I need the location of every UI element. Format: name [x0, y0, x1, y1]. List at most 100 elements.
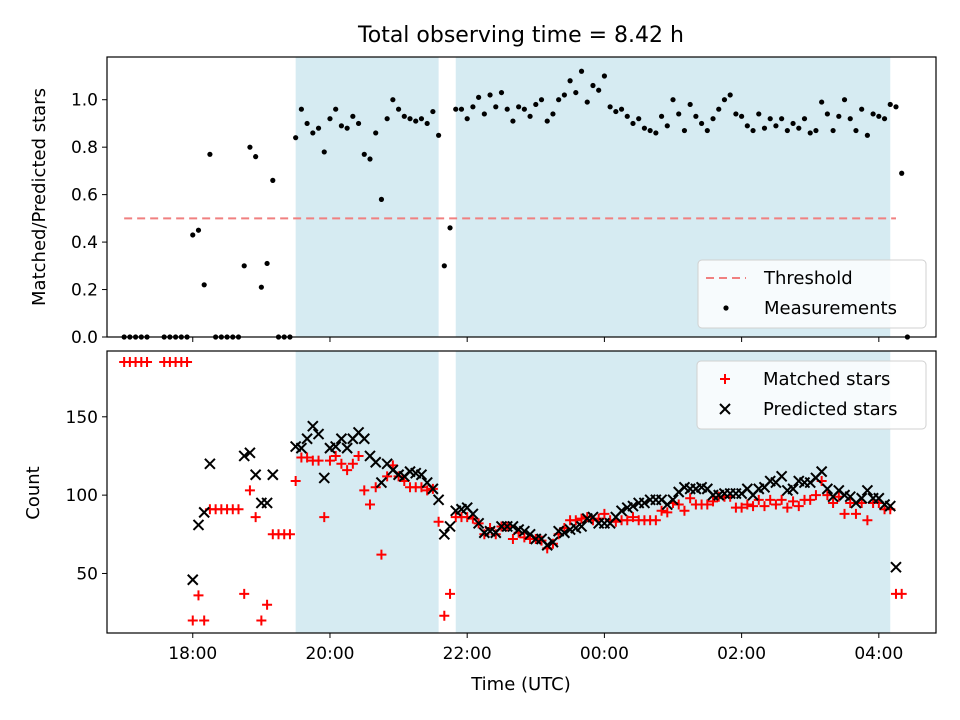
measurement-point: [876, 113, 882, 119]
legend: Matched stars Predicted stars: [696, 360, 927, 430]
measurement-point: [647, 127, 653, 134]
matched-star-point: [239, 588, 250, 599]
x-tick-label: 04:00: [854, 644, 903, 664]
measurement-point: [710, 116, 716, 122]
predicted-star-point: [307, 420, 319, 432]
predicted-star-point: [575, 520, 588, 533]
predicted-star-point: [815, 465, 828, 478]
predicted-star-point: [558, 527, 571, 539]
bottom-y-axis-label: Count: [23, 466, 44, 519]
measurement-point: [676, 111, 682, 117]
matched-star-point: [759, 501, 770, 512]
y-tick-label: 0.2: [71, 281, 98, 301]
predicted-star-point: [301, 433, 313, 445]
predicted-star-point: [261, 497, 273, 509]
matched-star-point: [788, 496, 799, 507]
measurement-point: [641, 125, 648, 131]
legend-box: [696, 360, 927, 430]
count-panel: 50 100 150 18:00 20:00 22:00 00:00 02:00 04:00 Ma…: [66, 350, 937, 664]
matched-star-point: [742, 499, 753, 510]
y-tick-label: 0.0: [71, 328, 98, 348]
matched-star-point: [679, 505, 690, 516]
measurement-point: [887, 101, 893, 108]
predicted-star-point: [615, 505, 628, 517]
measurement-point: [264, 260, 270, 267]
measurement-point: [355, 120, 362, 127]
x-tick-label: 20:00: [305, 644, 354, 664]
measurement-point: [338, 123, 345, 129]
y-tick-label: 50: [76, 564, 98, 584]
measurement-point: [315, 125, 322, 131]
legend: Threshold Measurements: [697, 259, 927, 329]
measurement-point: [596, 87, 602, 93]
predicted-star-point: [312, 428, 325, 440]
measurement-point: [533, 101, 539, 108]
matched-star-point: [233, 504, 244, 515]
matched-star-point: [376, 549, 387, 560]
measurement-point: [573, 89, 579, 96]
measurement-point: [790, 120, 796, 127]
measurement-point: [704, 127, 710, 134]
y-tick-label: 0.6: [71, 186, 98, 206]
y-tick-label: 150: [66, 408, 98, 428]
measurement-point: [430, 108, 436, 115]
matched-star-point: [193, 590, 204, 601]
measurement-point: [613, 108, 619, 115]
matched-star-point: [393, 471, 404, 482]
measurement-point: [841, 97, 848, 103]
measurement-point: [384, 116, 390, 122]
measurement-point: [504, 106, 510, 112]
measurement-point: [750, 127, 756, 134]
matched-star-point: [187, 615, 198, 626]
matched-star-point: [324, 455, 335, 466]
measurement-point: [201, 282, 207, 288]
measurement-point: [390, 97, 396, 103]
measurement-point: [584, 99, 590, 105]
measurement-point: [870, 111, 876, 117]
predicted-star-point: [192, 519, 205, 531]
measurement-point: [487, 92, 493, 98]
predicted-star-point: [787, 483, 799, 495]
matched-star-point: [828, 497, 839, 508]
measurement-point: [207, 151, 213, 157]
measurement-point: [744, 123, 750, 129]
predicted-star-point: [375, 476, 388, 489]
matched-star-point: [748, 501, 759, 512]
matched-star-point: [416, 482, 427, 493]
measurement-point: [470, 104, 476, 110]
predicted-star-point: [370, 456, 382, 468]
matched-star-point: [627, 512, 638, 523]
matched-star-point: [256, 615, 267, 626]
matched-star-point: [753, 494, 764, 505]
x-tick-label: 00:00: [580, 644, 629, 664]
matched-star-point: [650, 515, 661, 526]
matched-star-point: [776, 494, 787, 505]
measurement-point: [630, 120, 636, 127]
legend-label: Matched stars: [763, 369, 890, 390]
measurement-point: [550, 111, 556, 117]
matched-star-point: [290, 476, 301, 487]
legend-label: Measurements: [764, 298, 897, 319]
matched-star-point: [370, 482, 381, 493]
predicted-star-point: [267, 469, 279, 481]
x-tick-label: 22:00: [443, 644, 492, 664]
legend-matched-swatch: [720, 374, 730, 384]
matched-star-point: [353, 450, 364, 461]
measurement-point: [807, 130, 813, 136]
chart-title: Total observing time = 8.42 h: [357, 23, 684, 48]
observing-interval-shade: [295, 57, 439, 337]
matched-star-point: [284, 529, 295, 540]
measurement-point: [658, 113, 665, 119]
matched-star-point: [702, 499, 713, 510]
measurement-point: [447, 225, 453, 231]
matched-star-point: [685, 493, 696, 504]
measurement-point: [756, 111, 762, 117]
matched-star-point: [507, 534, 518, 544]
measurement-point: [881, 116, 888, 122]
matched-star-point: [359, 485, 370, 496]
matched-star-point: [582, 512, 593, 523]
measurement-point: [407, 116, 413, 122]
measurement-point: [241, 263, 247, 269]
measurement-point: [195, 227, 202, 233]
matched-star-point: [622, 515, 633, 526]
